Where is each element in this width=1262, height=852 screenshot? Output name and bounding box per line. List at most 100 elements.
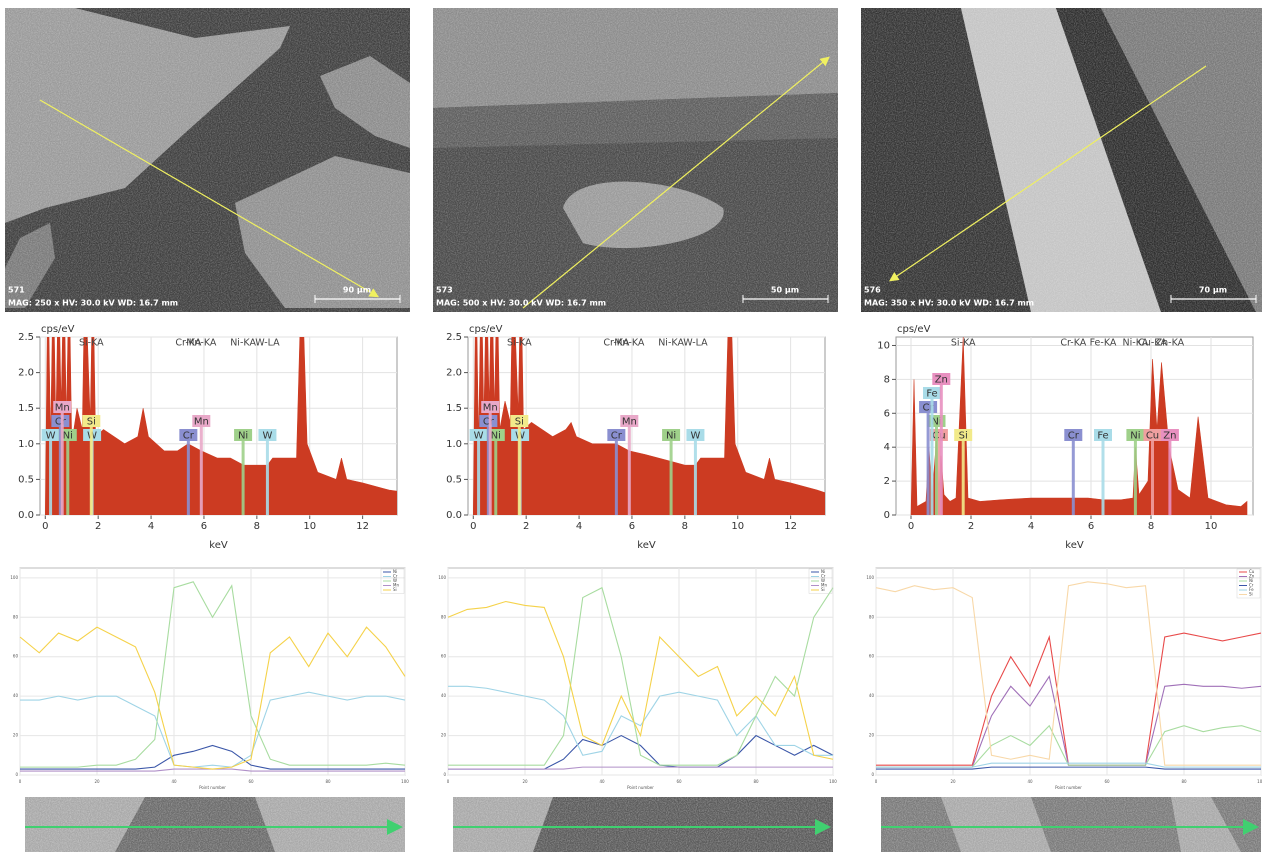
element-label: Zn (935, 375, 948, 386)
element-line (1072, 441, 1075, 515)
peak-label: W-LA (683, 338, 708, 349)
y-tick-label: 100 (10, 575, 18, 580)
element-line (494, 441, 497, 515)
y-tick-label: 6 (884, 408, 890, 419)
strip-texture (453, 797, 833, 852)
page: 571MAG: 250 x HV: 30.0 kV WD: 16.7 mm90 … (0, 0, 1262, 852)
element-label: Cu (1146, 431, 1159, 442)
y-axis-label: cps/eV (469, 324, 503, 335)
sem-image: 576 MAG: 350 x HV: 30.0 kV WD: 16.7 mm 70 … (861, 8, 1262, 312)
image-caption: MAG: 250 x HV: 30.0 kV WD: 16.7 mm (8, 299, 178, 308)
element-label: Cr (1068, 431, 1080, 442)
x-tick-label: 12 (784, 521, 797, 532)
sem-texture (861, 8, 1262, 312)
x-tick-label: 40 (599, 779, 605, 784)
y-tick-label: 0.5 (18, 474, 34, 485)
x-tick-label: 6 (1088, 521, 1094, 532)
element-label: Ni (491, 431, 501, 442)
element-line (615, 441, 618, 515)
y-tick-label: 2.5 (18, 332, 34, 343)
element-label: Ni (666, 431, 676, 442)
sem-texture (433, 8, 838, 312)
y-tick-label: 8 (884, 374, 890, 385)
peak-label: Si-KA (507, 338, 532, 349)
element-label: Fe (1097, 431, 1108, 442)
image-id: 576 (864, 286, 881, 295)
y-tick-label: 2.5 (446, 332, 462, 343)
element-label: Ni (1130, 431, 1140, 442)
y-tick-label: 2.0 (446, 368, 462, 379)
element-line (242, 441, 245, 515)
y-tick-label: 100 (438, 575, 446, 580)
x-tick-label: 80 (1181, 779, 1187, 784)
y-tick-label: 80 (869, 614, 875, 619)
peak-label: W-LA (255, 338, 280, 349)
x-tick-label: 20 (94, 779, 100, 784)
element-line (1151, 441, 1154, 515)
peak-label: Mn-KA (614, 338, 645, 349)
peak-label: Ni-KA (230, 338, 256, 349)
legend-label: Si (393, 587, 397, 592)
x-tick-label: 100 (1257, 779, 1262, 784)
y-tick-label: 60 (441, 654, 447, 659)
x-tick-label: 0 (470, 521, 476, 532)
y-tick-label: 0.0 (18, 510, 34, 521)
legend-label: Si (1249, 592, 1253, 597)
element-label: Si (87, 417, 96, 428)
image-caption: MAG: 350 x HV: 30.0 kV WD: 16.7 mm (864, 299, 1034, 308)
x-axis-label: keV (637, 540, 656, 551)
element-line (66, 441, 69, 515)
element-label: Cu (932, 431, 945, 442)
element-label: Ni (63, 431, 73, 442)
element-label: W (690, 431, 700, 442)
x-tick-label: 10 (731, 521, 744, 532)
x-tick-label: 4 (1028, 521, 1034, 532)
figure: 571MAG: 250 x HV: 30.0 kV WD: 16.7 mm90 … (0, 0, 1262, 852)
x-tick-label: 8 (682, 521, 688, 532)
x-tick-label: 12 (356, 521, 369, 532)
scale-label: 90 µm (343, 286, 371, 295)
element-line (61, 413, 64, 515)
element-line (1102, 441, 1105, 515)
x-axis-label: Point number (627, 785, 654, 790)
y-tick-label: 1.0 (446, 439, 462, 450)
plot-area (448, 568, 833, 775)
x-tick-label: 4 (148, 521, 154, 532)
element-line (518, 427, 521, 515)
y-tick-label: 40 (13, 693, 19, 698)
scale-label: 70 µm (1199, 286, 1227, 295)
x-tick-label: 6 (629, 521, 635, 532)
peak-label: Si-KA (79, 338, 104, 349)
element-line (927, 413, 930, 515)
element-label: Mn (55, 403, 70, 414)
y-tick-label: 1.5 (446, 403, 462, 414)
element-label: W (262, 431, 272, 442)
y-tick-label: 100 (866, 575, 874, 580)
x-tick-label: 0 (19, 779, 22, 784)
strip-texture (881, 797, 1261, 852)
scan-strip (25, 797, 405, 852)
peak-label: Mn-KA (186, 338, 217, 349)
x-axis-label: Point number (1055, 785, 1082, 790)
image-caption: MAG: 500 x HV: 30.0 kV WD: 16.7 mm (436, 299, 606, 308)
image-id: 573 (436, 286, 453, 295)
x-tick-label: 60 (676, 779, 682, 784)
x-tick-label: 4 (576, 521, 582, 532)
y-tick-label: 4 (884, 442, 890, 453)
element-line (90, 427, 93, 515)
peak-label: Ni-KA (658, 338, 684, 349)
peak-label: Fe-KA (1090, 338, 1117, 349)
x-tick-label: 100 (401, 779, 409, 784)
plot-area (876, 568, 1261, 775)
element-line (1168, 441, 1171, 515)
y-tick-label: 2 (884, 476, 890, 487)
element-label: W (46, 431, 56, 442)
element-line (962, 441, 965, 515)
element-label: Mn (622, 417, 637, 428)
y-tick-label: 0.0 (446, 510, 462, 521)
x-axis-label: keV (1065, 540, 1084, 551)
y-tick-label: 40 (441, 693, 447, 698)
x-axis-label: keV (209, 540, 228, 551)
x-tick-label: 80 (753, 779, 759, 784)
element-line (49, 441, 52, 515)
